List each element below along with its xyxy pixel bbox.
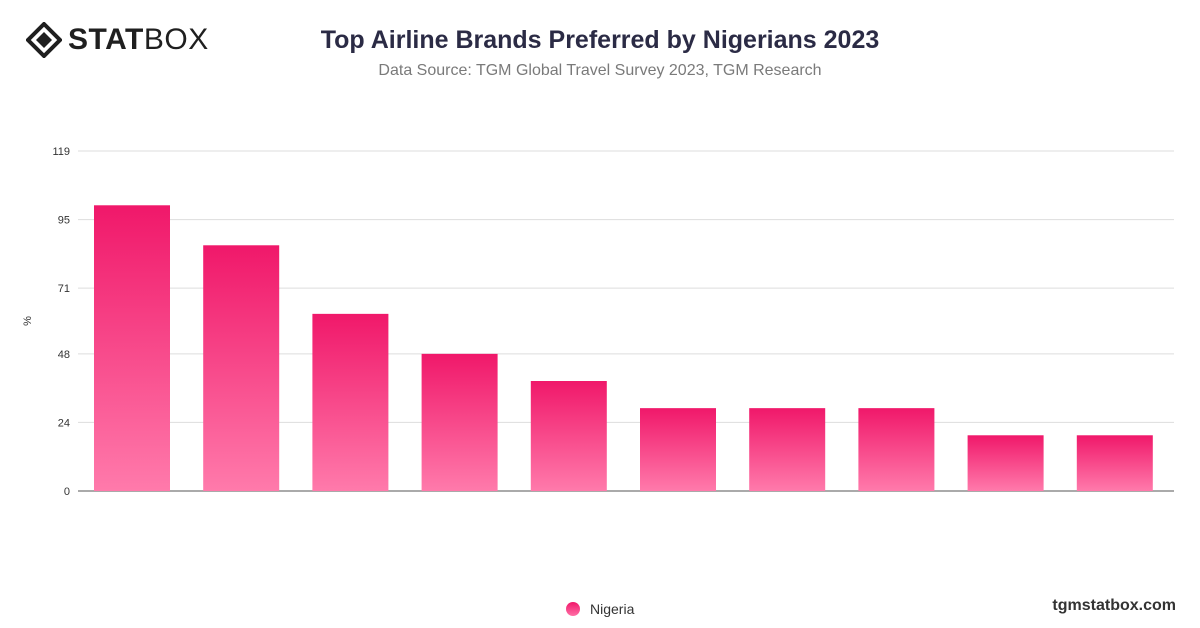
bar bbox=[312, 313, 389, 491]
bar bbox=[858, 408, 935, 491]
y-tick-label: 95 bbox=[58, 215, 70, 227]
y-tick-label: 24 bbox=[58, 417, 70, 429]
logo-wordmark: STATBOX bbox=[68, 23, 209, 57]
legend-label: Nigeria bbox=[590, 601, 635, 617]
logo-light-text: BOX bbox=[143, 23, 209, 56]
y-tick-label: 48 bbox=[58, 349, 70, 361]
legend-swatch bbox=[566, 602, 580, 616]
bar bbox=[203, 245, 280, 491]
statbox-diamond-icon bbox=[26, 22, 62, 58]
bar bbox=[967, 435, 1044, 491]
chart-subtitle: Data Source: TGM Global Travel Survey 20… bbox=[378, 62, 822, 79]
bar bbox=[1076, 435, 1153, 491]
bar bbox=[640, 408, 716, 491]
y-tick-label: 0 bbox=[64, 486, 70, 498]
bar bbox=[421, 353, 498, 491]
bar bbox=[530, 381, 607, 491]
y-tick-label: 71 bbox=[58, 283, 70, 295]
bar bbox=[749, 408, 826, 491]
y-tick-label: 119 bbox=[52, 146, 70, 158]
chart-title: Top Airline Brands Preferred by Nigerian… bbox=[320, 26, 880, 54]
legend[interactable]: Nigeria bbox=[566, 601, 634, 617]
statbox-logo[interactable]: STATBOX bbox=[26, 22, 209, 58]
footer-site[interactable]: tgmstatbox.com bbox=[1052, 597, 1176, 614]
y-axis-label: % bbox=[22, 316, 34, 326]
logo-bold-text: STAT bbox=[68, 23, 144, 56]
bar bbox=[94, 205, 170, 492]
